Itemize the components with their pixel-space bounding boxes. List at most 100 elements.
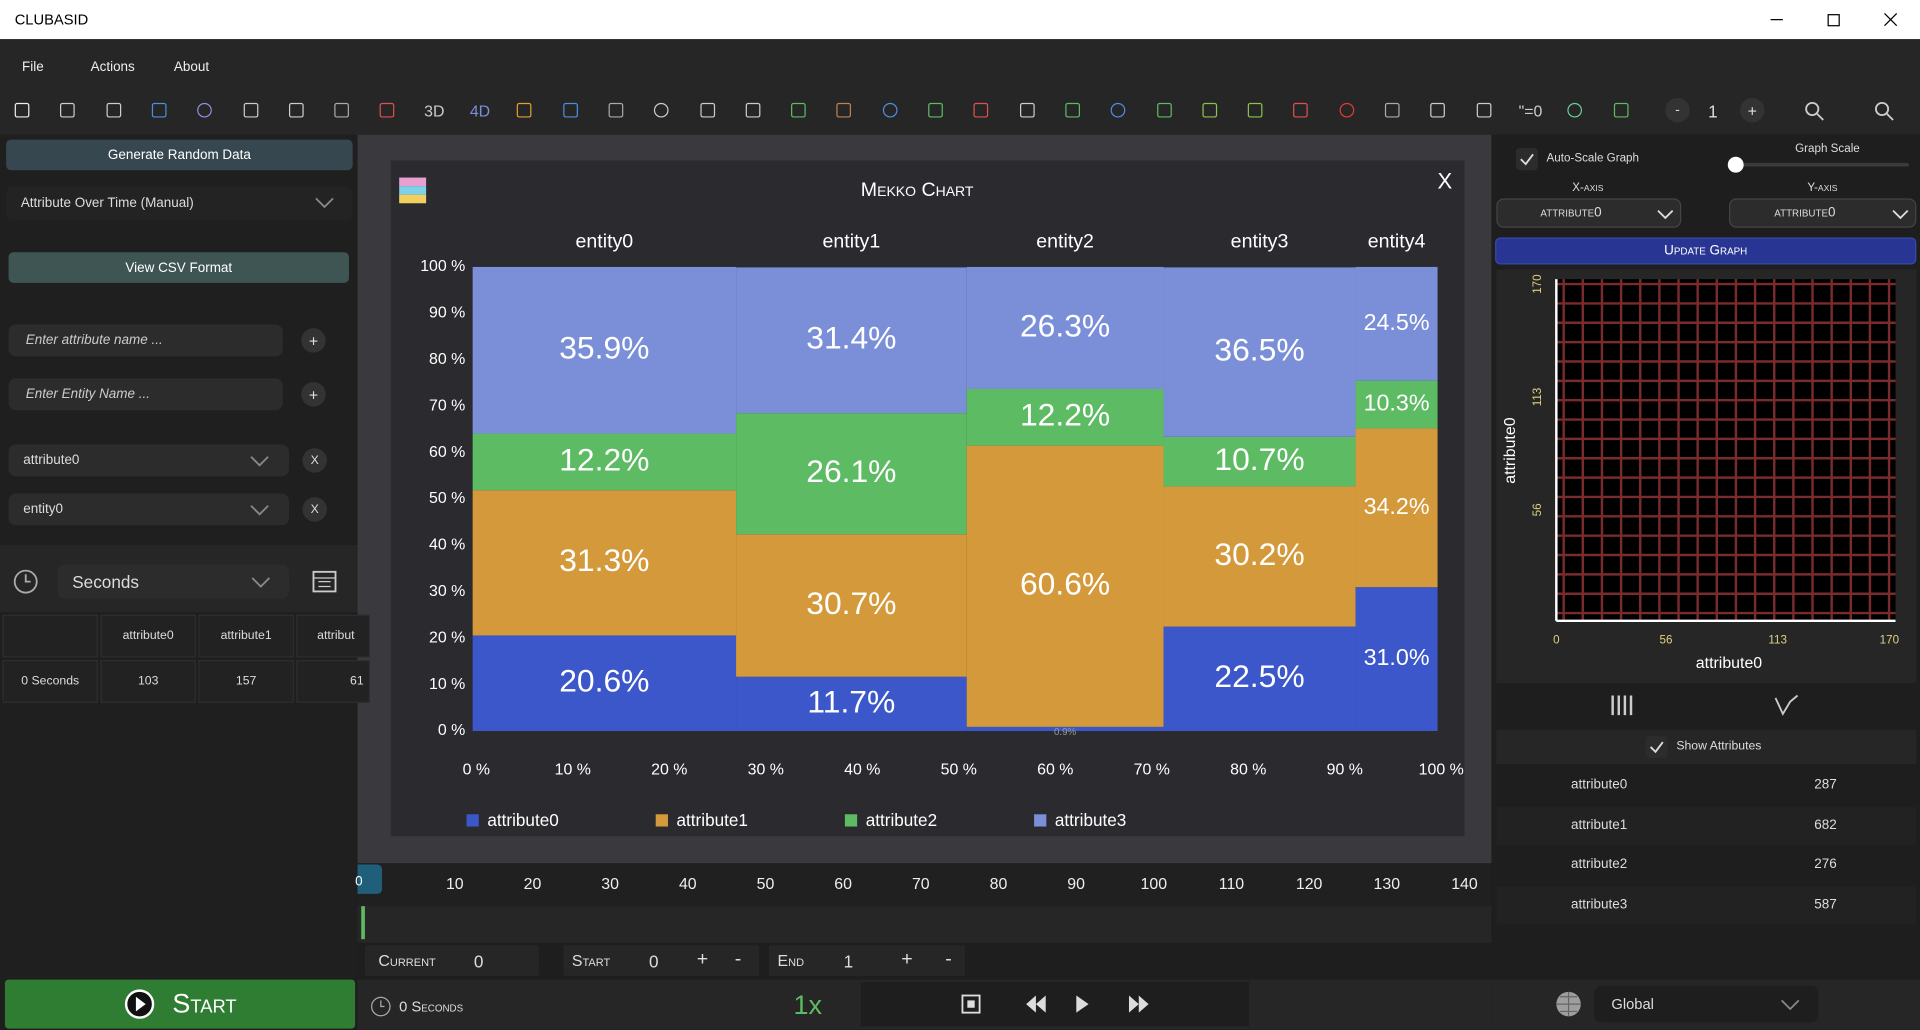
restore[interactable] (1827, 14, 1840, 27)
tool-icon[interactable] (1065, 102, 1080, 118)
x-axis-title: attribute0 (1696, 655, 1762, 672)
tool-icon[interactable] (151, 102, 167, 118)
scope-select[interactable]: Global (1594, 985, 1819, 1023)
attribute-input[interactable]: Enter attribute name ... (8, 324, 283, 357)
x-axis-select[interactable]: attribute0 (1496, 198, 1682, 228)
scale-handle[interactable] (1727, 156, 1744, 173)
x-tick-label: 40 % (844, 761, 880, 778)
tool-icon[interactable] (1476, 102, 1491, 118)
tool-icon[interactable] (1293, 102, 1309, 118)
tool-icon[interactable] (1156, 102, 1172, 118)
entity-select[interactable]: entity0 (8, 493, 289, 526)
tool-icon[interactable] (243, 102, 258, 118)
playback-controls[interactable] (955, 989, 1157, 1018)
zoom-icons[interactable] (1800, 98, 1910, 122)
timeline-handle[interactable] (357, 864, 383, 894)
y-tick-label: 10 % (429, 676, 465, 693)
tool-icon[interactable] (60, 102, 76, 118)
zoom-minus[interactable]: - (1665, 97, 1690, 123)
table-header: attribute0 (100, 614, 196, 658)
start-button[interactable]: Start (4, 979, 356, 1029)
tool-icon[interactable] (14, 102, 30, 118)
start-value[interactable]: 0 (648, 951, 659, 972)
y-axis-select[interactable]: attribute0 (1728, 198, 1917, 228)
legend-swatch (844, 814, 858, 827)
start-minus[interactable]: - (734, 948, 742, 970)
tool-icon[interactable] (1247, 102, 1263, 118)
tool-icon[interactable] (1202, 102, 1217, 118)
tool-icon[interactable] (1110, 102, 1126, 118)
tool-icon[interactable] (973, 102, 989, 118)
x-tick-label: 60 % (1037, 761, 1073, 778)
attribute-select[interactable]: attribute0 (8, 444, 289, 477)
window-controls[interactable] (1751, 7, 1910, 31)
tool-text-icon[interactable]: 3D (424, 101, 445, 121)
start-label: Start (571, 951, 611, 970)
plot-background (1556, 279, 1896, 621)
generate-button[interactable]: Generate Random Data (6, 139, 353, 171)
plot-mode-icons[interactable] (1609, 692, 1805, 719)
show-attributes-checkbox[interactable] (1644, 735, 1668, 759)
tool-icon[interactable] (1339, 102, 1354, 118)
start-box (563, 945, 760, 976)
tool-icon[interactable] (517, 102, 532, 118)
chart-close[interactable]: X (1438, 168, 1453, 193)
segment-label: 11.7% (807, 683, 895, 719)
entity-input[interactable]: Enter Entity Name ... (8, 378, 283, 411)
tool-icon[interactable] (699, 102, 715, 118)
end-minus[interactable]: - (945, 948, 952, 970)
scale-slider[interactable] (1732, 162, 1909, 167)
tool-icon[interactable] (334, 102, 350, 118)
current-value[interactable]: 0 (473, 951, 484, 972)
tool-icon[interactable] (654, 102, 669, 118)
tool-icon[interactable] (882, 102, 898, 118)
tool-icon[interactable] (1613, 102, 1628, 118)
tool-icon[interactable] (380, 102, 395, 118)
tool-icon[interactable] (928, 102, 943, 118)
zoom-plus[interactable]: + (1740, 97, 1765, 123)
tool-icon[interactable] (791, 102, 806, 118)
tool-icon[interactable] (288, 102, 304, 118)
remove-attribute[interactable]: X (302, 448, 327, 473)
tool-icon[interactable] (197, 102, 213, 118)
tool-text-icon[interactable]: "=0 (1518, 101, 1543, 121)
tool-text-icon[interactable]: 4D (469, 101, 491, 121)
update-button[interactable]: Update Graph (1495, 237, 1917, 265)
tool-icon[interactable] (1430, 102, 1446, 118)
mekko-segment (966, 388, 1164, 446)
chart-icon (399, 177, 427, 204)
scatter-plot: 0 56 113 170 56 113 170 attribute0 attribute0 (1502, 274, 1899, 672)
menu-item[interactable]: File (22, 60, 44, 75)
calendar-icon[interactable] (311, 567, 338, 594)
close[interactable] (1884, 13, 1898, 27)
start-plus[interactable]: + (696, 948, 709, 970)
time-unit-select[interactable]: Seconds (57, 564, 289, 599)
tool-icon[interactable] (562, 102, 578, 118)
menu-item[interactable]: Actions (90, 60, 135, 75)
tool-icon[interactable] (608, 102, 624, 118)
segment-label: 34.2% (1364, 493, 1430, 519)
remove-entity[interactable]: X (302, 497, 327, 522)
attribute-value: 682 (1814, 817, 1837, 833)
tool-icon[interactable] (106, 102, 121, 118)
autoscale-checkbox[interactable] (1515, 147, 1539, 171)
end-value[interactable]: 1 (843, 951, 854, 972)
end-plus[interactable]: + (901, 948, 913, 970)
speed[interactable]: 1x (793, 989, 822, 1021)
legend-label: attribute2 (866, 810, 937, 830)
tool-icon[interactable] (1567, 102, 1583, 118)
tool-icon[interactable] (836, 102, 852, 118)
tool-icon[interactable] (745, 102, 761, 118)
y-tick-label: 80 % (429, 351, 465, 368)
timeline-tick-label: 100 (1140, 874, 1168, 893)
mode-select[interactable]: Attribute Over Time (Manual) (6, 186, 353, 221)
playback-controls-bg (860, 982, 1249, 1027)
mekko-segment (472, 635, 737, 732)
tool-icon[interactable] (1384, 102, 1400, 118)
add-attribute[interactable]: + (301, 328, 326, 353)
add-entity[interactable]: + (301, 382, 326, 407)
tool-icon[interactable] (1019, 102, 1035, 118)
csv-button[interactable]: View CSV Format (8, 252, 349, 283)
mekko-segment (1163, 267, 1356, 437)
menu-item[interactable]: About (173, 60, 210, 75)
